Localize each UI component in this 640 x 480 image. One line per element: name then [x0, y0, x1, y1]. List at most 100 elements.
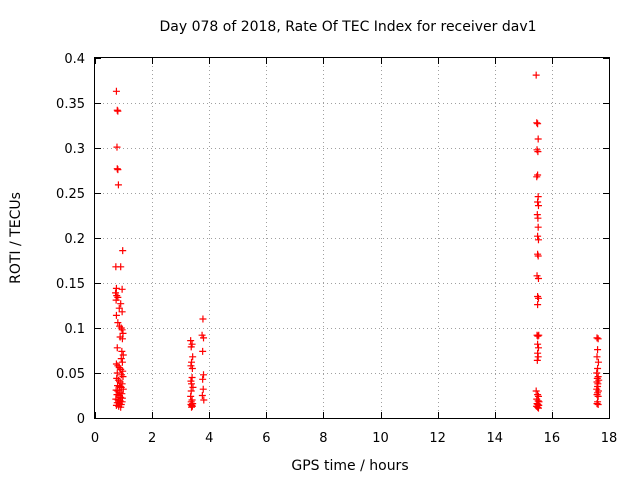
data-point: [199, 375, 207, 383]
data-point: [534, 236, 542, 244]
data-point: [187, 343, 195, 351]
y-axis-label: ROTI / TECUs: [8, 192, 24, 284]
data-point: [116, 383, 124, 390]
data-point: [534, 332, 542, 340]
data-point: [117, 300, 125, 308]
data-point: [534, 404, 542, 412]
x-tick-label: 18: [601, 431, 618, 446]
y-tick-label: 0.35: [56, 97, 85, 112]
data-point: [118, 371, 126, 379]
data-point: [593, 391, 601, 399]
data-point: [594, 401, 602, 408]
data-point: [113, 143, 121, 151]
data-point: [534, 344, 542, 352]
data-point: [534, 353, 542, 361]
data-point: [199, 385, 207, 393]
y-tick-label: 0.1: [64, 322, 85, 337]
x-tick-label: 8: [319, 431, 327, 446]
data-point: [118, 285, 126, 293]
data-point: [594, 358, 602, 366]
data-point: [534, 340, 542, 348]
data-point: [534, 293, 542, 300]
axis-ticks: [95, 58, 610, 419]
data-point: [534, 171, 542, 179]
data-point: [534, 403, 542, 411]
data-point: [112, 87, 120, 95]
data-point: [534, 294, 542, 302]
data-point: [594, 365, 602, 372]
data-point: [189, 383, 197, 391]
data-point: [200, 334, 208, 342]
data-point: [595, 376, 603, 384]
x-tick-label: 4: [205, 431, 213, 446]
data-point: [533, 356, 541, 364]
data-point: [594, 335, 602, 343]
data-point: [114, 376, 122, 384]
data-point: [533, 146, 541, 154]
data-point: [117, 403, 125, 411]
data-point: [534, 232, 542, 240]
chart-title: Day 078 of 2018, Rate Of TEC Index for r…: [159, 19, 536, 35]
data-point: [117, 324, 125, 332]
x-tick-label: 16: [544, 431, 561, 446]
data-point: [112, 386, 120, 394]
y-tick-label: 0.3: [64, 142, 85, 157]
data-point: [593, 400, 601, 408]
data-point: [118, 358, 126, 366]
plot-frame: [94, 57, 610, 419]
data-point: [199, 315, 207, 323]
data-point: [114, 107, 122, 115]
data-point: [535, 331, 543, 339]
x-axis-label: GPS time / hours: [291, 458, 408, 474]
data-point: [594, 346, 602, 354]
data-point: [118, 308, 126, 316]
data-point: [534, 223, 542, 231]
data-point: [117, 263, 125, 271]
data-point: [119, 385, 127, 393]
data-points: [112, 71, 603, 412]
x-tick-label: 2: [148, 431, 156, 446]
x-tick-label: 10: [372, 431, 389, 446]
data-point: [534, 120, 542, 128]
data-point: [188, 403, 196, 411]
data-point: [113, 374, 121, 382]
x-tick-labels: 0 2 4 6 8 10 12 14 16 18: [91, 431, 617, 446]
data-point: [533, 119, 541, 127]
data-point: [200, 396, 208, 404]
data-point: [534, 198, 542, 206]
data-point: [200, 371, 208, 379]
data-point: [188, 365, 196, 372]
data-point: [114, 319, 122, 327]
x-tick-label: 0: [91, 431, 99, 446]
data-point: [198, 392, 206, 399]
data-point: [118, 326, 126, 334]
y-tick-label: 0.25: [56, 187, 85, 202]
x-tick-label: 14: [487, 431, 504, 446]
data-point: [534, 391, 542, 399]
y-tick-label: 0.2: [64, 232, 85, 247]
data-point: [532, 387, 540, 395]
data-point: [119, 373, 127, 381]
data-point: [534, 252, 542, 260]
data-point: [113, 344, 121, 352]
y-tick-label: 0.05: [56, 367, 85, 382]
data-point: [532, 71, 540, 79]
data-point: [593, 334, 601, 342]
data-point: [119, 351, 127, 359]
data-point: [534, 148, 542, 156]
y-tick-labels: 0 0.05 0.1 0.15 0.2 0.25 0.3 0.35 0.4: [56, 52, 85, 427]
data-point: [117, 355, 125, 363]
data-point: [534, 301, 542, 309]
data-point: [112, 311, 120, 319]
data-point: [188, 374, 196, 381]
data-point: [534, 202, 542, 210]
data-point: [115, 304, 123, 312]
data-point: [112, 296, 120, 304]
y-tick-label: 0: [77, 412, 85, 427]
y-tick-label: 0.4: [64, 52, 85, 67]
data-point: [187, 337, 195, 345]
x-tick-label: 12: [429, 431, 446, 446]
data-point: [114, 181, 122, 189]
data-point: [114, 166, 122, 174]
